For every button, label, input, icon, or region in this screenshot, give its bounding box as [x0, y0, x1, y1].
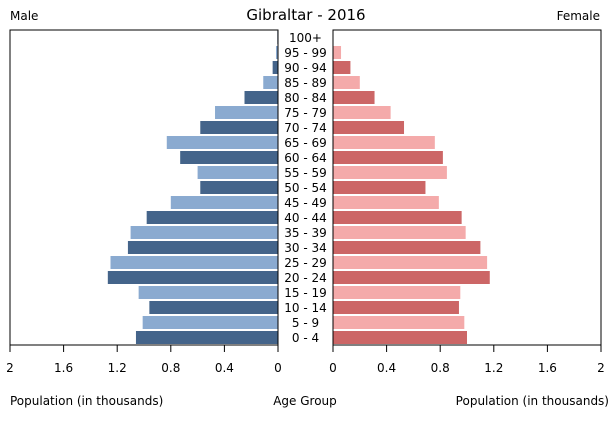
- male-bar: [170, 196, 278, 209]
- age-group-label: 15 - 19: [284, 286, 327, 300]
- age-group-label: 95 - 99: [284, 46, 327, 60]
- female-bar: [333, 331, 467, 344]
- male-bar: [166, 136, 278, 149]
- male-bar: [200, 181, 278, 194]
- x-tick-label-left: 2: [6, 361, 14, 375]
- chart-title: Gibraltar - 2016: [246, 6, 365, 24]
- male-bar: [130, 226, 278, 239]
- x-tick-label-right: 1.2: [484, 361, 503, 375]
- female-bar: [333, 196, 439, 209]
- age-group-label: 100+: [289, 31, 322, 45]
- x-tick-label-right: 2: [597, 361, 605, 375]
- female-bar: [333, 151, 443, 164]
- female-bar: [333, 121, 405, 134]
- x-tick-label-left: 0: [274, 361, 282, 375]
- age-group-label: 25 - 29: [284, 256, 327, 270]
- female-bar: [333, 316, 465, 329]
- female-bar: [333, 211, 462, 224]
- x-axis-label-right: Population (in thousands): [456, 394, 609, 408]
- x-tick-label-left: 0.8: [161, 361, 180, 375]
- age-group-label: 85 - 89: [284, 76, 327, 90]
- male-bar: [180, 151, 278, 164]
- age-group-label: 45 - 49: [284, 196, 327, 210]
- female-bar: [333, 46, 342, 59]
- female-bar: [333, 181, 426, 194]
- x-tick-label-left: 0.4: [215, 361, 234, 375]
- age-group-label: 30 - 34: [284, 241, 327, 255]
- male-bar: [135, 331, 278, 344]
- female-bar: [333, 271, 490, 284]
- male-plot-frame: [9, 29, 279, 346]
- female-bar: [333, 106, 391, 119]
- age-group-label: 80 - 84: [284, 91, 327, 105]
- male-bar: [146, 211, 278, 224]
- x-tick-label-left: 1.2: [108, 361, 127, 375]
- male-label: Male: [10, 9, 38, 23]
- male-bar: [110, 256, 278, 269]
- female-label: Female: [557, 9, 600, 23]
- age-group-label: 35 - 39: [284, 226, 327, 240]
- female-bar: [333, 91, 375, 104]
- female-bar: [333, 61, 351, 74]
- age-group-label: 5 - 9: [292, 316, 319, 330]
- male-bar: [107, 271, 278, 284]
- age-group-label: 90 - 94: [284, 61, 327, 75]
- male-bar: [197, 166, 278, 179]
- age-group-label: 20 - 24: [284, 271, 327, 285]
- x-tick-label-left: 1.6: [54, 361, 73, 375]
- male-bar: [138, 286, 278, 299]
- age-group-label: 40 - 44: [284, 211, 327, 225]
- female-bar: [333, 166, 447, 179]
- age-group-label: 10 - 14: [284, 301, 327, 315]
- female-bar: [333, 286, 461, 299]
- male-bar: [275, 46, 278, 59]
- x-axis-label-center: Age Group: [273, 394, 337, 408]
- age-group-label: 50 - 54: [284, 181, 327, 195]
- x-tick-label-right: 0.8: [431, 361, 450, 375]
- x-axis-label-left: Population (in thousands): [10, 394, 163, 408]
- x-tick-label-right: 0.4: [377, 361, 396, 375]
- female-bar: [333, 256, 488, 269]
- age-group-label: 60 - 64: [284, 151, 327, 165]
- male-bar: [215, 106, 278, 119]
- male-bar: [263, 76, 278, 89]
- female-bar: [333, 301, 459, 314]
- female-bar: [333, 226, 466, 239]
- male-bar: [272, 61, 278, 74]
- male-bar: [127, 241, 278, 254]
- female-bar: [333, 76, 360, 89]
- age-group-label: 70 - 74: [284, 121, 327, 135]
- female-plot-frame: [332, 29, 602, 346]
- age-group-label: 0 - 4: [292, 331, 319, 345]
- male-bar: [244, 91, 278, 104]
- male-bar: [149, 301, 278, 314]
- male-bar: [142, 316, 278, 329]
- age-group-label: 75 - 79: [284, 106, 327, 120]
- male-bar: [200, 121, 278, 134]
- female-bar: [333, 241, 481, 254]
- age-group-label: 65 - 69: [284, 136, 327, 150]
- age-group-label: 55 - 59: [284, 166, 327, 180]
- x-tick-label-right: 0: [329, 361, 337, 375]
- female-bar: [333, 136, 435, 149]
- x-tick-label-right: 1.6: [538, 361, 557, 375]
